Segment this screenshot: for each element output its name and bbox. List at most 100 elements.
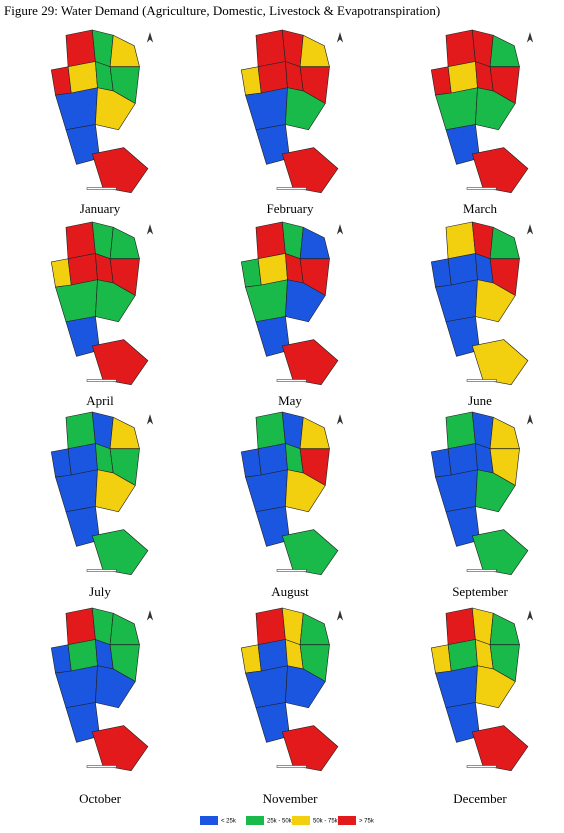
map-region (285, 665, 326, 709)
map-label: December (453, 791, 507, 806)
map (240, 221, 344, 386)
map-region (489, 226, 520, 260)
map-region (55, 87, 98, 131)
map-region (65, 221, 96, 260)
map-label: April (86, 393, 114, 408)
map-region (435, 87, 478, 131)
map-region (445, 221, 476, 260)
map-region (109, 416, 140, 450)
map-label: October (79, 791, 122, 806)
map-region (489, 612, 520, 646)
map-label: November (263, 791, 319, 806)
map-region (445, 29, 476, 68)
north-arrow (146, 32, 154, 43)
scale-bar (466, 379, 497, 382)
map-region (299, 416, 330, 450)
map-region (430, 448, 452, 478)
map-region (91, 529, 149, 576)
north-arrow (146, 414, 154, 425)
map-region (430, 644, 452, 674)
map-region (245, 665, 288, 709)
scale-bar (276, 569, 307, 572)
map-region (55, 469, 98, 513)
map-region (109, 226, 140, 260)
map-region (285, 87, 326, 131)
scale-bar (86, 765, 117, 768)
map-region (430, 66, 452, 96)
map (240, 411, 344, 576)
map-region (471, 529, 529, 576)
map-region (50, 448, 72, 478)
legend-swatch (338, 816, 356, 825)
north-arrow (146, 610, 154, 621)
map-region (435, 665, 478, 709)
map (240, 29, 344, 194)
map-region (285, 469, 326, 513)
legend-swatch (246, 816, 264, 825)
map-region (255, 607, 286, 646)
map-region (447, 253, 478, 286)
map-region (257, 639, 288, 672)
north-arrow (336, 414, 344, 425)
map-label: February (267, 201, 314, 216)
map-region (489, 34, 520, 68)
map-label: September (452, 584, 508, 599)
legend-label: 50k - 75k (313, 819, 339, 825)
map-region (471, 725, 529, 772)
map-region (95, 469, 136, 513)
map-label: July (89, 584, 111, 599)
map-region (281, 529, 339, 576)
map-region (285, 279, 326, 323)
scale-bar (466, 765, 497, 768)
map-region (447, 639, 478, 672)
map (430, 29, 534, 194)
map-label: January (80, 201, 121, 216)
map-region (475, 665, 516, 709)
map (430, 221, 534, 386)
map-region (445, 607, 476, 646)
scale-bar (276, 187, 307, 190)
map-region (55, 665, 98, 709)
map-region (475, 87, 516, 131)
map-region (240, 66, 262, 96)
map-region (67, 639, 98, 672)
map-label: May (278, 393, 302, 408)
map-region (50, 644, 72, 674)
map-region (281, 725, 339, 772)
map-region (281, 339, 339, 386)
map (50, 411, 154, 576)
map (50, 607, 154, 772)
map-region (435, 279, 478, 323)
map-region (299, 226, 330, 260)
map-region (95, 87, 136, 131)
map-region (489, 416, 520, 450)
map-region (471, 339, 529, 386)
map-region (50, 258, 72, 288)
north-arrow (336, 224, 344, 235)
figure-title: Figure 29: Water Demand (Agriculture, Do… (4, 3, 440, 18)
map-region (435, 469, 478, 513)
north-arrow (146, 224, 154, 235)
map-region (55, 279, 98, 323)
map-region (240, 644, 262, 674)
map-region (445, 411, 476, 450)
map-region (281, 147, 339, 194)
map-label: June (468, 393, 492, 408)
map-region (245, 279, 288, 323)
scale-bar (276, 765, 307, 768)
north-arrow (336, 610, 344, 621)
map-region (65, 607, 96, 646)
map-region (475, 279, 516, 323)
map-region (109, 612, 140, 646)
north-arrow (336, 32, 344, 43)
map-region (299, 34, 330, 68)
map-region (447, 61, 478, 94)
map-region (255, 411, 286, 450)
map-region (471, 147, 529, 194)
scale-bar (86, 187, 117, 190)
scale-bar (466, 569, 497, 572)
scale-bar (466, 187, 497, 190)
map-region (447, 443, 478, 476)
scale-bar (86, 379, 117, 382)
